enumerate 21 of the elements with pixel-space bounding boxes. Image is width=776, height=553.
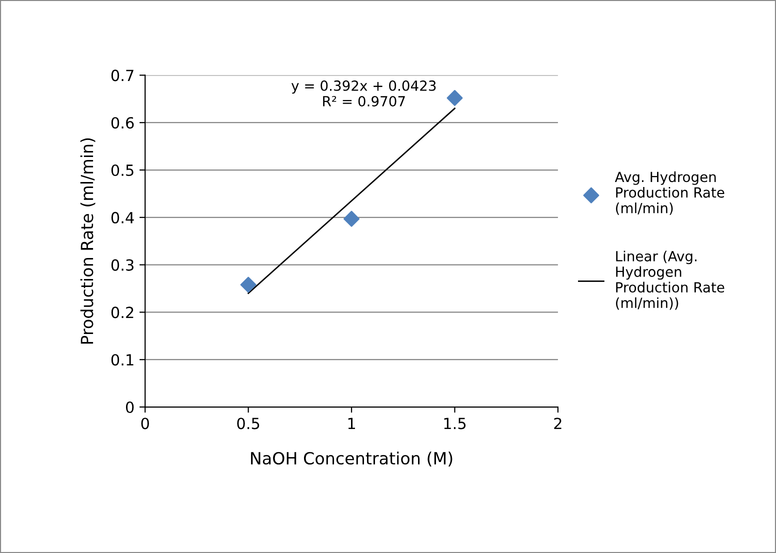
legend-label: Linear (Avg. Hydrogen Production Rate (ml/min)) (616, 250, 724, 310)
y-tick-label: 0.6 (111, 117, 134, 129)
point (446, 90, 463, 106)
x-tick-label: 0 (141, 418, 149, 430)
x-axis-title: NaOH Concentration (M) (251, 452, 452, 467)
y-tick-label: 0.5 (111, 164, 134, 176)
y-tick-label: 0.2 (111, 306, 134, 318)
y-axis-title: Production Rate (ml/min) (80, 138, 96, 344)
x-tick-label: 0.5 (237, 418, 260, 430)
x-tick-label: 1 (348, 418, 355, 430)
y-tick-label: 0.1 (111, 354, 134, 366)
y-tick-label: 0.3 (111, 259, 134, 271)
point (344, 210, 360, 227)
y-tick-label: 0 (126, 401, 134, 414)
x-tick-label: 1.5 (444, 418, 466, 430)
y-tick-label: 0.7 (111, 70, 134, 82)
x-tick-label: 2 (554, 418, 562, 430)
legend-label: Avg. Hydrogen Production Rate (ml/min) (614, 171, 724, 215)
annotation: y = 0.392x + 0.0423 R² = 0.9707 (291, 80, 436, 106)
point (240, 276, 256, 293)
y-tick-label: 0.4 (111, 212, 134, 224)
